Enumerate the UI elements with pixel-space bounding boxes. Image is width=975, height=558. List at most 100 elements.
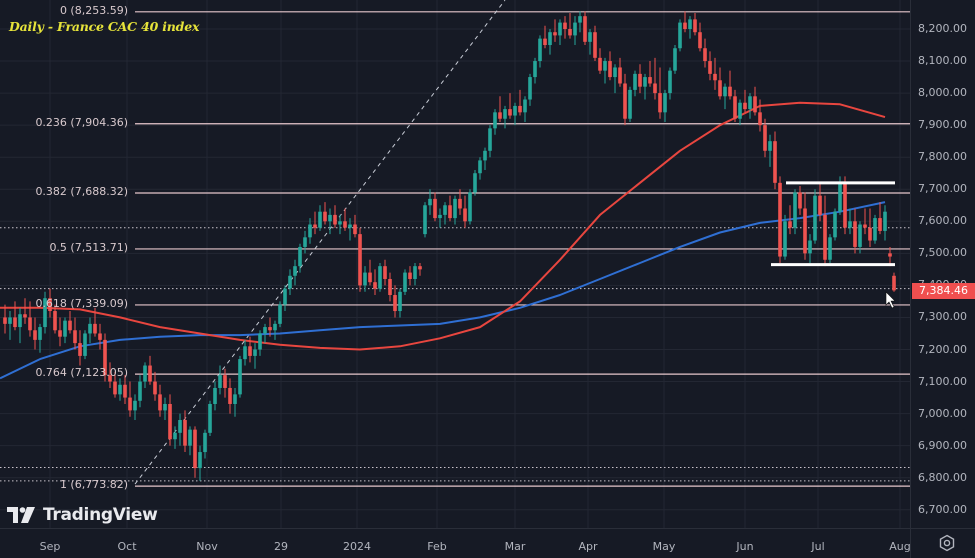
candle-body	[333, 214, 337, 225]
fib-level-label: 0.618 (7,339.09)	[35, 296, 128, 310]
time-axis-label: Feb	[427, 540, 447, 553]
fib-level-label: 0.5 (7,513.71)	[49, 240, 128, 254]
candle-body	[73, 330, 77, 344]
candle-body	[208, 403, 212, 433]
candle-body	[458, 198, 462, 209]
candle-body	[703, 48, 707, 62]
price-axis-label: 7,500.00	[918, 246, 967, 260]
candle-body	[708, 61, 712, 74]
candle-body	[658, 93, 662, 113]
candle-body	[892, 275, 896, 291]
candle-body	[378, 266, 382, 289]
candle-body	[343, 221, 347, 228]
candle-body	[753, 96, 757, 113]
time-axis-label: Aug	[889, 540, 911, 553]
candle-body	[623, 83, 627, 119]
candle-body	[443, 205, 447, 215]
candle-body	[758, 112, 762, 126]
candle-body	[513, 105, 517, 116]
candle-body	[593, 32, 597, 58]
candle-body	[678, 22, 682, 49]
candle-body	[428, 198, 432, 206]
candle-body	[738, 102, 742, 119]
candle-body	[503, 109, 507, 119]
price-axis-label: 6,800.00	[918, 470, 967, 484]
candle-body	[308, 224, 312, 238]
dashed-trendline[interactable]	[134, 0, 506, 485]
candle-body	[508, 109, 512, 116]
candle-body	[68, 320, 72, 331]
time-axis-label: 2024	[343, 540, 371, 553]
candle-body	[578, 16, 582, 23]
candle-body	[133, 400, 137, 411]
candle-body	[608, 61, 612, 78]
candle-body	[43, 298, 47, 328]
candle-body	[143, 365, 147, 382]
candle-body	[418, 266, 422, 270]
candle-body	[88, 323, 92, 334]
candle-body	[788, 221, 792, 228]
candle-body	[808, 240, 812, 254]
candle-body	[558, 22, 562, 36]
ma-200-line[interactable]	[0, 201, 886, 380]
candle-body	[163, 403, 167, 411]
candle-body	[353, 224, 357, 235]
candle-body	[18, 314, 22, 328]
candle-body	[688, 19, 692, 29]
candle-body	[398, 291, 402, 312]
fib-level-label: 1 (6,773.82)	[59, 478, 128, 492]
candle-body	[138, 381, 142, 401]
candle-body	[783, 221, 787, 257]
candle-body	[843, 182, 847, 228]
candle-body	[63, 320, 67, 337]
candle-body	[603, 61, 607, 71]
candle-body	[528, 77, 532, 100]
time-axis-label: 29	[274, 540, 288, 553]
candle-body	[598, 57, 602, 71]
candle-body	[648, 77, 652, 84]
candle-body	[583, 16, 587, 42]
ma-50-line[interactable]	[0, 101, 886, 351]
candle-body	[193, 429, 197, 469]
candle-body	[533, 61, 537, 78]
candle-body	[33, 330, 37, 340]
candle-body	[813, 195, 817, 241]
candle-body	[183, 420, 187, 446]
candle-body	[523, 99, 527, 113]
time-axis-label: Mar	[504, 540, 526, 553]
candle-body	[698, 32, 702, 49]
candle-body	[173, 432, 177, 440]
candle-body	[273, 323, 277, 331]
candle-body	[78, 343, 82, 356]
candle-body	[828, 237, 832, 260]
candle-body	[263, 327, 267, 334]
candle-body	[8, 317, 12, 324]
candle-body	[103, 339, 107, 376]
candle-body	[683, 22, 687, 29]
candle-body	[438, 214, 442, 219]
candle-body	[358, 234, 362, 286]
candle-body	[388, 278, 392, 296]
candle-body	[268, 327, 272, 331]
candle-body	[238, 359, 242, 395]
gear-hexagon-icon[interactable]	[938, 534, 956, 552]
candle-body	[643, 77, 647, 87]
price-axis-label: 7,000.00	[918, 406, 967, 420]
price-axis-label: 7,100.00	[918, 374, 967, 388]
price-axis-label: 7,600.00	[918, 214, 967, 228]
price-axis-label: 7,800.00	[918, 150, 967, 164]
time-axis-label: Nov	[196, 540, 218, 553]
candle-body	[633, 73, 637, 90]
price-axis-label: 6,700.00	[918, 502, 967, 516]
price-axis-label: 7,700.00	[918, 182, 967, 196]
candle-body	[188, 429, 192, 446]
candle-body	[878, 218, 882, 231]
candle-body	[363, 272, 367, 286]
candle-body	[463, 208, 467, 222]
candle-body	[773, 141, 777, 183]
candle-body	[818, 195, 822, 215]
candle-body	[323, 211, 327, 222]
candle-body	[873, 218, 877, 241]
